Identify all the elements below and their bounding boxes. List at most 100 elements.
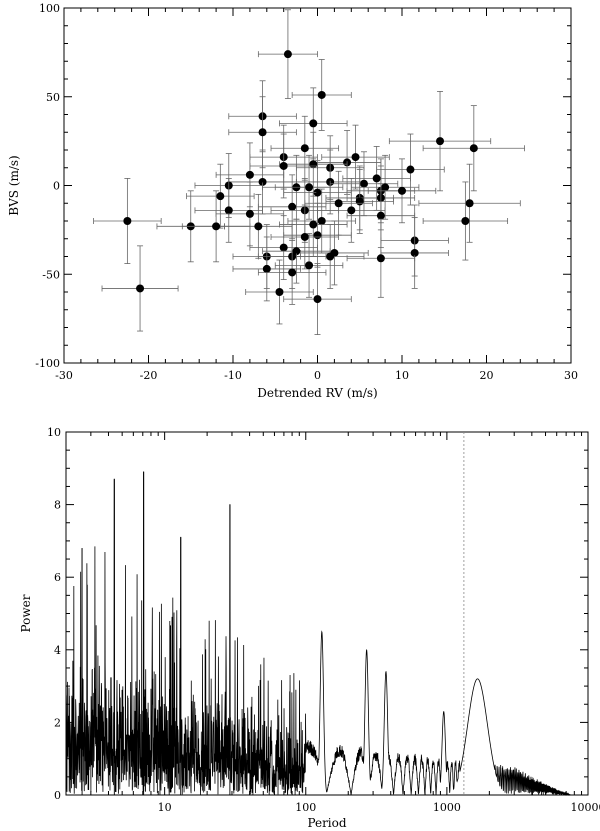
scatter-point-group (300, 220, 369, 286)
scatter-y-tick-label: -100 (35, 357, 60, 370)
scatter-point (136, 284, 145, 293)
scatter-point (309, 220, 318, 229)
scatter-point-group (181, 190, 251, 263)
scatter-point (313, 295, 322, 304)
scatter-x-tick-label: 0 (314, 369, 321, 382)
scatter-point-group (279, 87, 348, 160)
scatter-point (465, 199, 474, 208)
scatter-point (279, 161, 288, 170)
scatter-point-group (274, 154, 344, 220)
scatter-point-group (380, 217, 449, 289)
scatter-point (245, 170, 254, 179)
scatter-x-tick-label: 20 (480, 369, 494, 382)
scatter-point (469, 144, 478, 153)
scatter-point (288, 202, 297, 211)
scatter-point-group (245, 259, 314, 325)
scatter-point-group (215, 181, 285, 247)
scatter-point-group (262, 218, 331, 284)
scatter-x-tick-label: -30 (55, 369, 73, 382)
scatter-point (300, 144, 309, 153)
scatter-point-group (295, 224, 365, 289)
scatter-x-tick-label: -10 (224, 369, 242, 382)
scatter-point (292, 247, 301, 256)
scatter-point (258, 128, 267, 137)
scatter-point-group (274, 233, 344, 298)
scatter-point (123, 217, 132, 225)
scatter-point (258, 177, 267, 186)
periodogram-x-tick-label: 1000 (433, 801, 461, 814)
scatter-point-group (93, 177, 162, 265)
periodogram-y-tick-label: 6 (54, 571, 61, 584)
scatter-point-group (346, 218, 416, 298)
periodogram-y-tick-label: 8 (54, 499, 61, 512)
scatter-point (351, 153, 360, 162)
scatter-point (254, 222, 263, 231)
scatter-y-tick-label: 0 (53, 180, 60, 193)
scatter-x-tick-label: 30 (564, 369, 578, 382)
scatter-point-group (422, 181, 509, 261)
scatter-x-axis-label: Detrended RV (m/s) (257, 386, 377, 400)
scatter-point (372, 174, 381, 183)
scatter-point-group (101, 245, 179, 332)
scatter-point-group (270, 115, 340, 181)
scatter-point (347, 206, 356, 215)
scatter-point (313, 231, 322, 240)
scatter-point (461, 217, 470, 225)
scatter-point (212, 222, 221, 231)
scatter-point-group (283, 263, 352, 336)
periodogram-x-axis-label: Period (307, 816, 346, 830)
scatter-point-group (257, 240, 327, 305)
scatter-point (334, 199, 343, 208)
scatter-point (262, 264, 271, 273)
scatter-point (313, 188, 322, 197)
scatter-point-group (257, 9, 318, 99)
scatter-point-group (422, 105, 525, 192)
scatter-point-group (367, 158, 437, 224)
scatter-x-tick-label: -20 (140, 369, 158, 382)
periodogram-y-tick-label: 2 (54, 716, 61, 729)
scatter-point (309, 119, 318, 128)
scatter-point-group (186, 163, 255, 229)
scatter-point-group (287, 188, 356, 254)
scatter-point-group (376, 133, 445, 206)
periodogram-curve (65, 471, 588, 796)
scatter-point (300, 232, 309, 241)
scatter-point (326, 252, 335, 261)
scatter-point (376, 254, 385, 263)
scatter-point (305, 261, 314, 270)
scatter-point (376, 211, 385, 220)
scatter-point (275, 288, 284, 296)
scatter-point (305, 183, 314, 192)
scatter-y-axis-label: BVS (m/s) (7, 155, 21, 215)
scatter-point (216, 192, 225, 201)
scatter-point (436, 137, 445, 146)
scatter-y-tick-label: 100 (39, 2, 60, 15)
scatter-point (406, 165, 415, 174)
scatter-x-tick-label: 10 (395, 369, 409, 382)
scatter-point (398, 186, 406, 195)
scatter-point (279, 243, 288, 252)
scatter-point (309, 160, 318, 169)
scatter-point (317, 217, 326, 225)
scatter-point (355, 197, 364, 206)
scatter-y-tick-label: -50 (42, 268, 60, 281)
scatter-point-group (232, 236, 302, 302)
periodogram-x-tick-label: 10 (158, 801, 172, 814)
periodogram-y-tick-label: 0 (54, 789, 61, 802)
scatter-point-group (194, 177, 263, 243)
scatter-point-group (270, 204, 340, 270)
scatter-point (410, 248, 419, 257)
scatter-point (245, 209, 254, 218)
scatter-point-group (388, 91, 492, 192)
scatter-point-group (418, 163, 521, 243)
scatter-point (283, 50, 292, 59)
scatter-point-group (279, 131, 348, 197)
scatter-point-group (291, 59, 352, 131)
scatter-point (288, 268, 297, 277)
scatter-y-tick-label: 50 (46, 91, 60, 104)
scatter-point (359, 179, 368, 188)
periodogram-y-tick-label: 10 (47, 426, 61, 439)
